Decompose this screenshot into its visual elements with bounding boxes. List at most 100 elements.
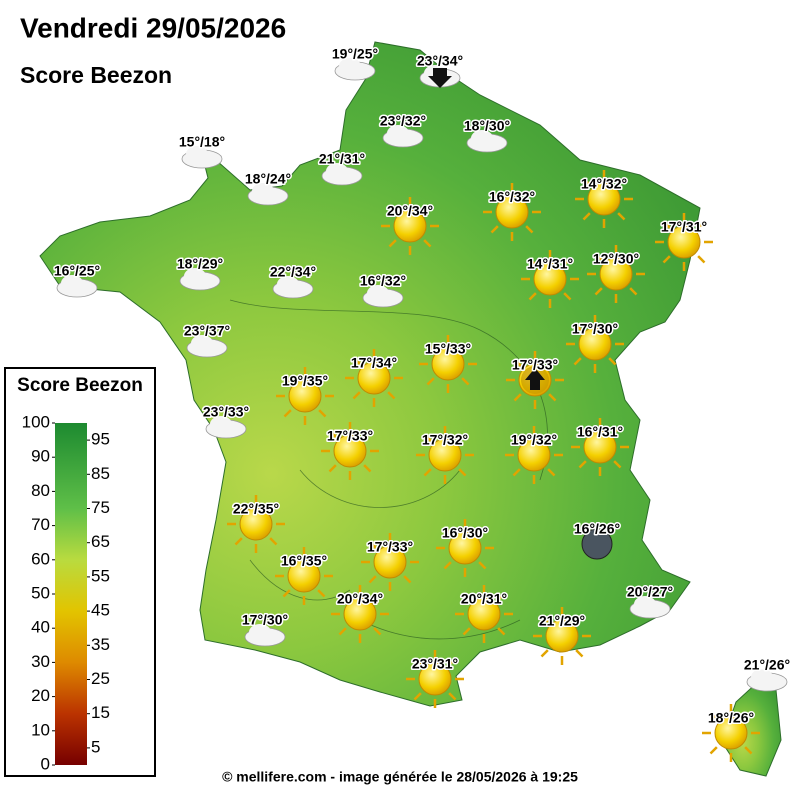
station-label: 14°/31°	[527, 256, 573, 272]
cloud	[339, 58, 361, 74]
legend-tick-label: 10	[31, 720, 50, 739]
sun	[448, 531, 482, 565]
station-label: 18°/30°	[464, 118, 510, 134]
station-label: 17°/32°	[422, 432, 468, 448]
sun	[667, 225, 701, 259]
sun	[467, 597, 501, 631]
sun-ray	[547, 468, 556, 477]
station: 21°/31°	[317, 149, 367, 186]
sun-ray	[443, 561, 452, 570]
sun	[418, 662, 452, 696]
sun-ray	[328, 429, 337, 438]
station-label: 23°/31°	[412, 656, 458, 672]
cloud	[277, 276, 299, 292]
station: 14°/32°	[575, 170, 633, 228]
station: 21°/29°	[533, 607, 591, 665]
sun	[343, 597, 377, 631]
sun	[714, 716, 748, 750]
sun-ray	[490, 190, 499, 199]
station-label: 16°/31°	[577, 424, 623, 440]
sun-ray	[234, 502, 243, 511]
station-label: 14°/32°	[581, 176, 627, 192]
station-label: 16°/26°	[574, 521, 620, 537]
station-label: 23°/34°	[417, 53, 463, 69]
sun-ray	[317, 589, 326, 598]
cloud	[471, 130, 493, 146]
corsica	[721, 679, 782, 777]
station: 19°/32°	[505, 426, 563, 484]
sun-ray	[426, 377, 435, 386]
sun-ray	[578, 425, 587, 434]
station-label: 19°/25°	[332, 46, 378, 62]
legend-minor-label: 35	[91, 635, 110, 654]
sun-ray	[629, 287, 638, 296]
station-label: 17°/31°	[661, 219, 707, 235]
storm	[581, 528, 613, 560]
sun-ray	[269, 537, 278, 546]
station: 19°/25°	[330, 44, 380, 81]
station: 22°/34°	[268, 262, 318, 299]
sun-ray	[413, 657, 422, 666]
station-label: 17°/30°	[242, 612, 288, 628]
sun-ray	[462, 627, 471, 636]
station: 12°/30°	[587, 245, 645, 303]
cloud	[387, 125, 409, 141]
sun-ray	[234, 537, 243, 546]
sun-ray	[423, 433, 432, 442]
sun	[428, 438, 462, 472]
sun-ray	[575, 614, 584, 623]
sun-ray	[497, 592, 506, 601]
sun-ray	[368, 540, 377, 549]
station: 17°/32°	[416, 426, 474, 484]
sun-ray	[662, 220, 671, 229]
sun-ray	[352, 356, 361, 365]
cloud	[367, 285, 389, 301]
sun-ray	[443, 526, 452, 535]
station: 23°/34°	[415, 51, 465, 88]
sun-ray	[423, 468, 432, 477]
station: 17°/33°	[361, 533, 419, 591]
legend-minor-label: 85	[91, 464, 110, 483]
station-label: 22°/34°	[270, 264, 316, 280]
legend-tick-label: 70	[31, 515, 50, 534]
sun-ray	[608, 357, 617, 366]
sun-ray	[709, 746, 718, 755]
station: 16°/32°	[358, 271, 408, 308]
sun-ray	[629, 252, 638, 261]
sun-ray	[697, 220, 706, 229]
sun-ray	[282, 589, 291, 598]
sun-ray	[363, 429, 372, 438]
station: 17°/30°	[566, 315, 624, 373]
stations: 19°/25° 23°/34° 23°/32° 18°/30° 15°/18° 21°/3…	[52, 44, 792, 762]
sun-ray	[617, 177, 626, 186]
legend-tick-label: 90	[31, 447, 50, 466]
sun-ray	[575, 649, 584, 658]
sun-ray	[368, 575, 377, 584]
station: 17°/33°	[321, 422, 379, 480]
station: 23°/33°	[201, 402, 251, 439]
station-label: 22°/35°	[233, 501, 279, 517]
sun-ray	[338, 592, 347, 601]
station: 17°/34°	[345, 349, 403, 407]
sun	[578, 327, 612, 361]
legend-title: Score Beezon	[17, 375, 143, 396]
sun-ray	[282, 554, 291, 563]
station-label: 23°/33°	[203, 404, 249, 420]
sun	[373, 545, 407, 579]
sun-ray	[283, 374, 292, 383]
arrow	[428, 68, 452, 88]
sun-ray	[709, 711, 718, 720]
cloud	[210, 416, 232, 432]
sun	[239, 507, 273, 541]
sun-ray	[448, 657, 457, 666]
cloud	[249, 624, 271, 640]
sun	[288, 379, 322, 413]
station: 15°/18°	[177, 132, 227, 169]
cloud	[634, 596, 656, 612]
sun-ray	[528, 257, 537, 266]
sun-ray	[388, 204, 397, 213]
sun-ray	[513, 393, 522, 402]
legend-minor-label: 15	[91, 703, 110, 722]
sun-ray	[352, 391, 361, 400]
sun-ray	[497, 627, 506, 636]
